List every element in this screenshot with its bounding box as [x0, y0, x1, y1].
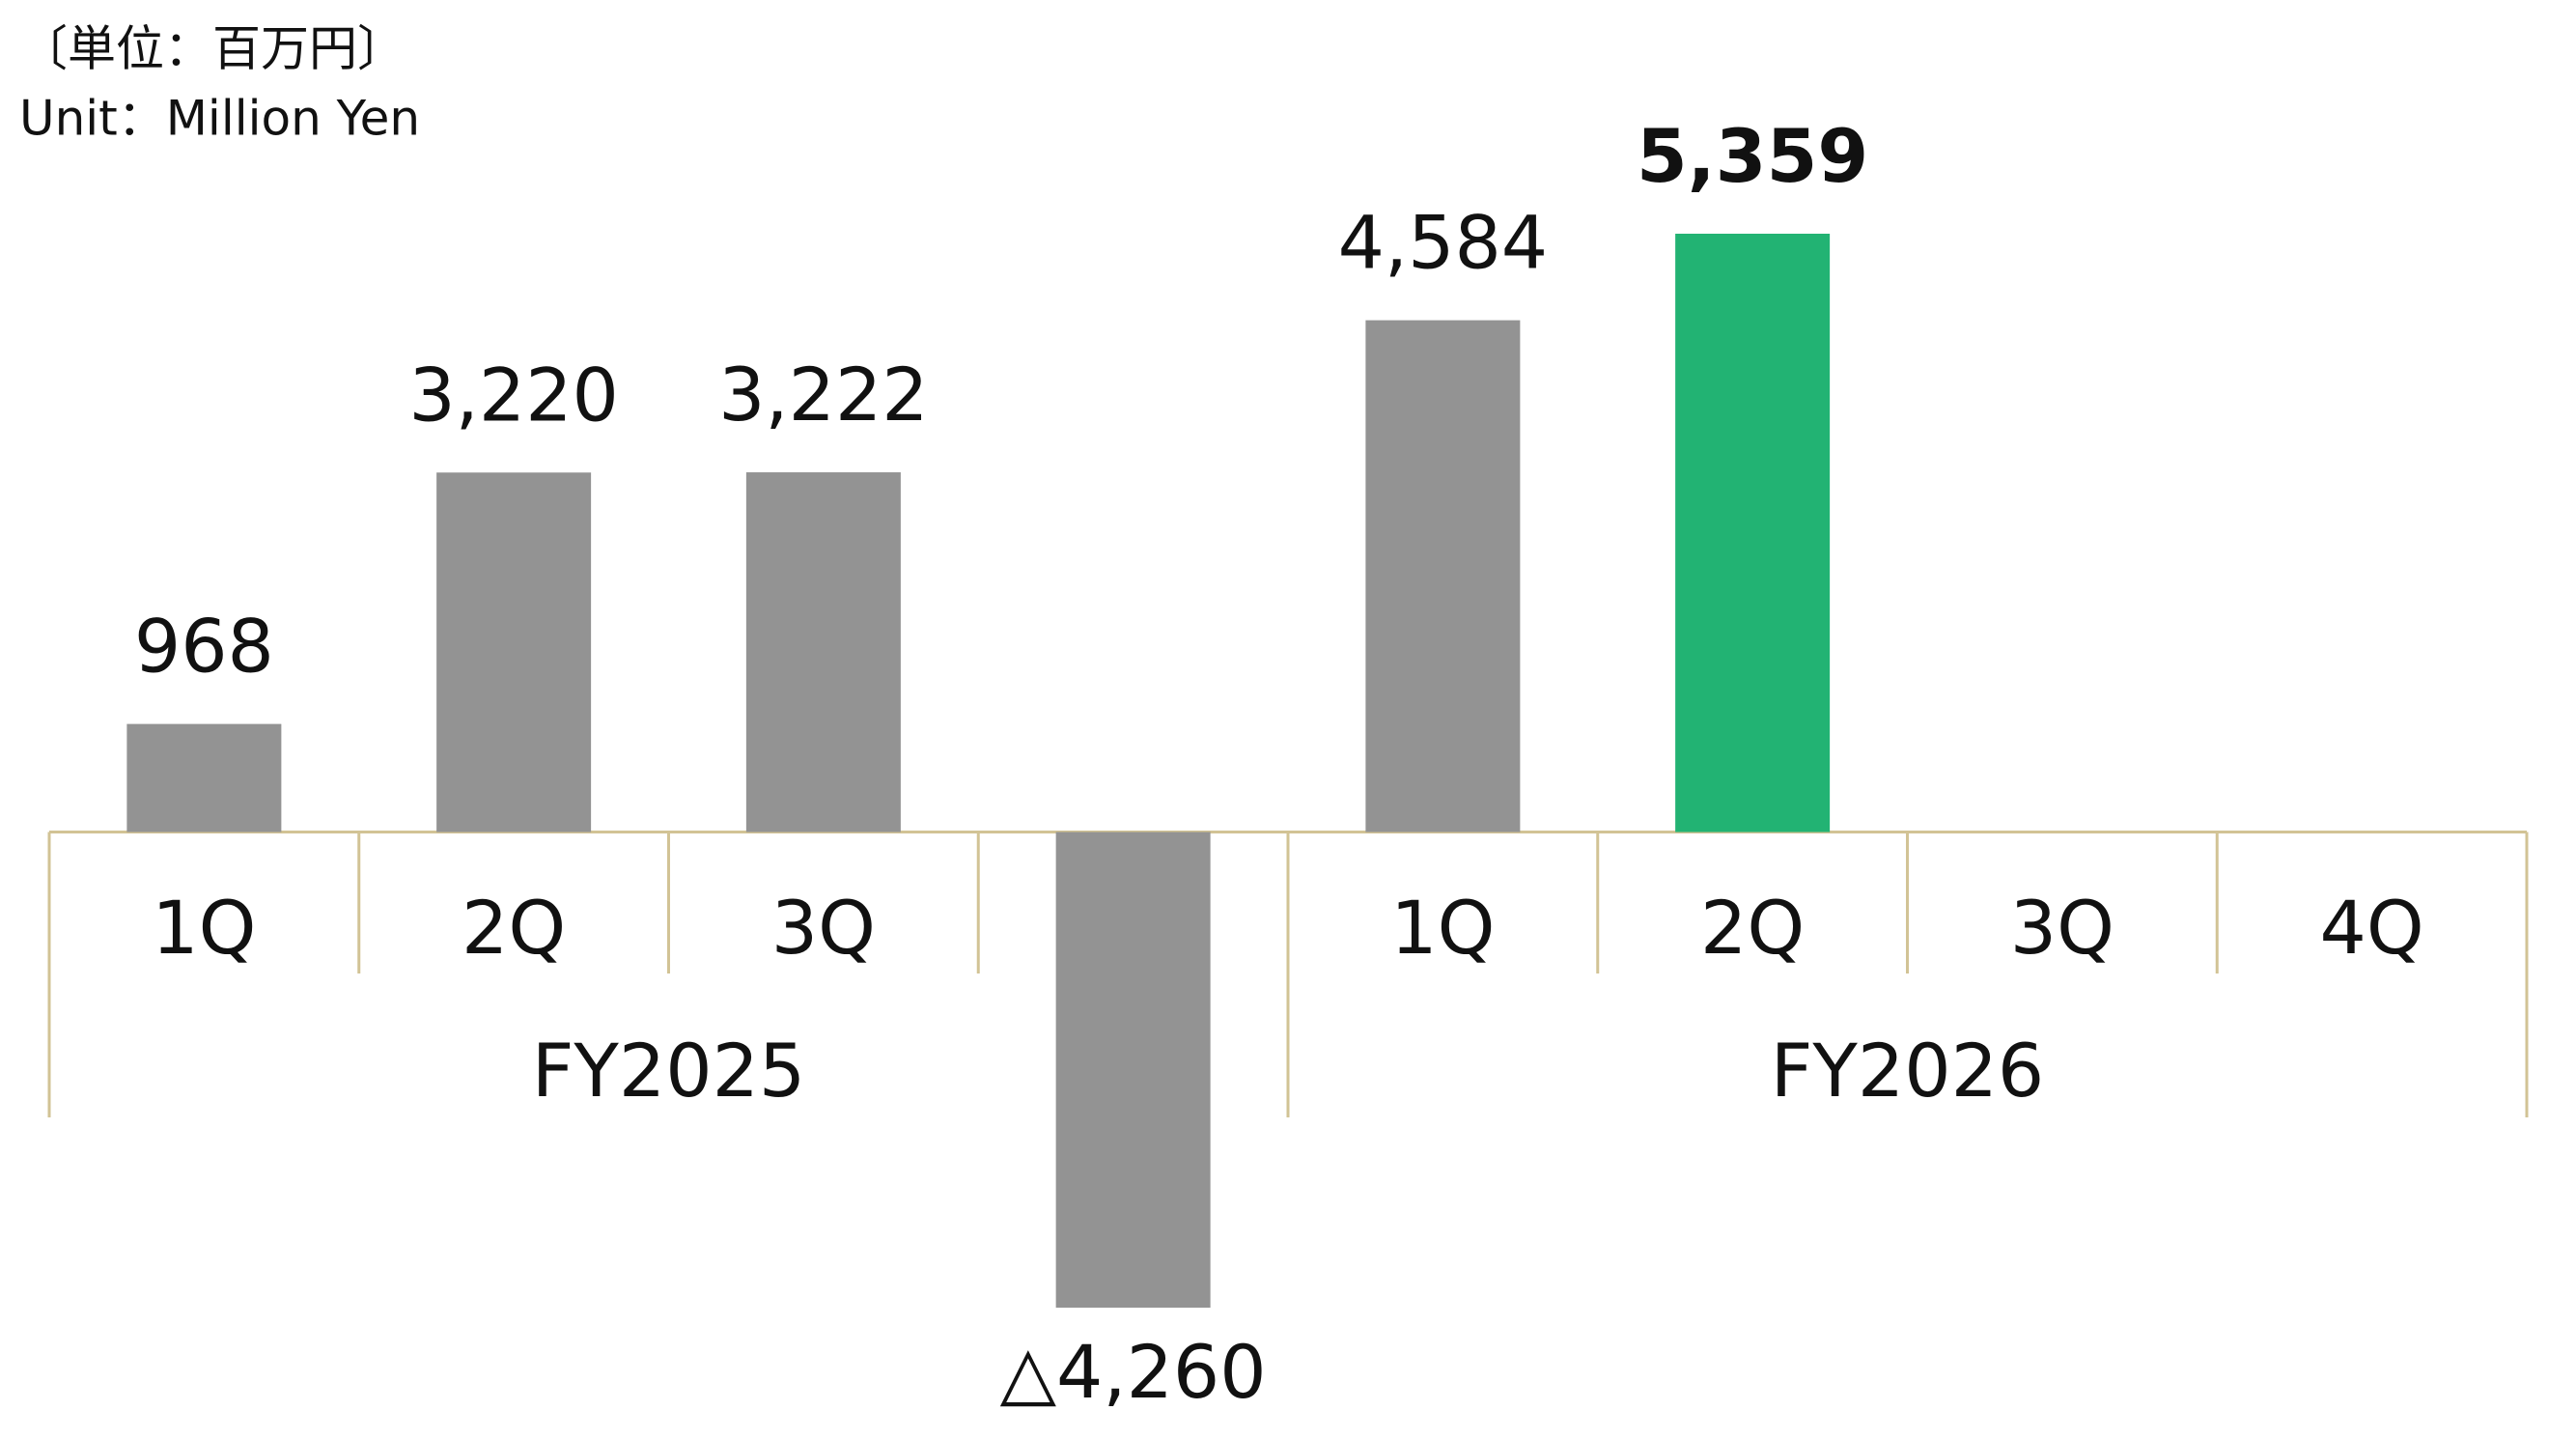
bar — [436, 472, 592, 832]
x-tick-label: 1Q — [1390, 885, 1495, 971]
unit-jp: 〔単位：百万円〕 — [19, 21, 406, 77]
x-tick-label: 2Q — [462, 885, 566, 971]
bar — [126, 723, 282, 832]
bar — [1365, 320, 1521, 832]
x-tick-label: 3Q — [2010, 885, 2114, 971]
value-label: 968 — [134, 604, 274, 690]
value-label: 4,584 — [1338, 200, 1549, 286]
x-tick-label: 3Q — [771, 885, 876, 971]
group-label: FY2026 — [1771, 1028, 2045, 1114]
x-tick-label: 1Q — [152, 885, 256, 971]
value-label: △4,260 — [1000, 1329, 1267, 1415]
bar — [1675, 234, 1831, 832]
bar — [1055, 832, 1211, 1308]
unit-en: Unit：Million Yen — [19, 91, 420, 147]
value-label: 3,220 — [408, 352, 619, 437]
value-label: 3,222 — [718, 352, 929, 437]
bar — [745, 472, 901, 832]
x-tick-label: 4Q — [2320, 885, 2424, 971]
value-label: 5,359 — [1637, 113, 1868, 199]
group-label: FY2025 — [532, 1028, 806, 1114]
x-tick-label: 2Q — [1700, 885, 1805, 971]
